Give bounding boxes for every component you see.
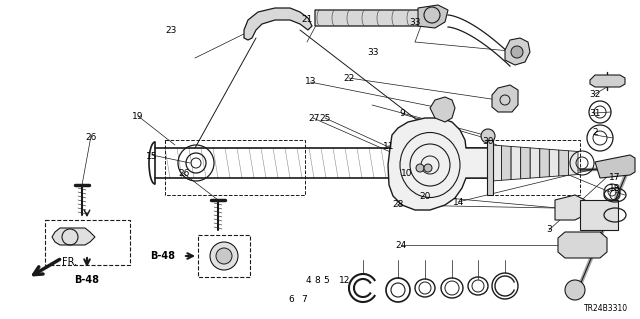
Text: 24: 24: [396, 241, 407, 250]
Circle shape: [511, 46, 523, 58]
Text: TR24B3310: TR24B3310: [584, 304, 628, 313]
Text: 30: 30: [482, 137, 493, 146]
Text: 17: 17: [609, 173, 620, 182]
Circle shape: [424, 164, 432, 172]
Text: 12: 12: [339, 276, 350, 285]
Polygon shape: [530, 148, 540, 178]
Text: 22: 22: [343, 74, 355, 83]
Text: 10: 10: [401, 169, 412, 178]
Polygon shape: [549, 149, 559, 177]
Text: 7: 7: [301, 295, 307, 304]
Polygon shape: [52, 228, 95, 245]
Bar: [580, 200, 618, 230]
Polygon shape: [540, 149, 549, 177]
Text: 33: 33: [409, 18, 420, 27]
Polygon shape: [559, 150, 568, 176]
Text: 21: 21: [301, 15, 313, 24]
Polygon shape: [430, 97, 455, 122]
Circle shape: [565, 280, 585, 300]
Text: 15: 15: [146, 152, 157, 161]
Bar: [198, 235, 250, 277]
Text: 23: 23: [166, 26, 177, 35]
Circle shape: [481, 129, 495, 143]
Polygon shape: [244, 8, 312, 40]
Text: 8: 8: [315, 276, 320, 285]
Text: 13: 13: [305, 77, 316, 86]
Bar: [45, 220, 130, 265]
Polygon shape: [388, 118, 490, 210]
Text: B-48: B-48: [150, 251, 175, 261]
Text: 6: 6: [289, 295, 294, 304]
Polygon shape: [521, 147, 530, 179]
Text: 3: 3: [547, 225, 552, 234]
Text: 27: 27: [308, 114, 319, 122]
Polygon shape: [492, 85, 518, 112]
Bar: [165, 140, 305, 195]
Text: 11: 11: [383, 142, 394, 151]
Bar: [487, 140, 493, 195]
Polygon shape: [595, 155, 635, 178]
Polygon shape: [315, 10, 425, 26]
Text: 9: 9: [399, 109, 404, 118]
Polygon shape: [558, 232, 607, 258]
Text: 26: 26: [178, 169, 189, 178]
Polygon shape: [502, 146, 511, 180]
Bar: [490, 140, 580, 195]
Circle shape: [210, 242, 238, 270]
Text: 14: 14: [452, 198, 464, 207]
Polygon shape: [505, 38, 530, 65]
Polygon shape: [492, 145, 502, 181]
Polygon shape: [590, 75, 625, 87]
Text: 32: 32: [589, 90, 601, 99]
Text: FR.: FR.: [63, 257, 77, 267]
Text: 33: 33: [367, 48, 379, 57]
Text: 4: 4: [306, 276, 311, 285]
Text: 5: 5: [324, 276, 329, 285]
Circle shape: [216, 248, 232, 264]
Text: 25: 25: [319, 114, 331, 122]
Text: 31: 31: [589, 109, 601, 118]
Text: 20: 20: [419, 192, 431, 201]
Polygon shape: [568, 151, 578, 175]
Text: B-48: B-48: [74, 275, 99, 285]
Polygon shape: [555, 195, 585, 220]
Text: 18: 18: [609, 184, 620, 193]
Polygon shape: [418, 5, 448, 28]
Polygon shape: [511, 146, 521, 180]
Text: 26: 26: [85, 133, 97, 142]
Text: 2: 2: [593, 128, 598, 137]
Circle shape: [416, 164, 424, 172]
Text: 28: 28: [392, 200, 404, 209]
Text: 19: 19: [132, 112, 143, 121]
